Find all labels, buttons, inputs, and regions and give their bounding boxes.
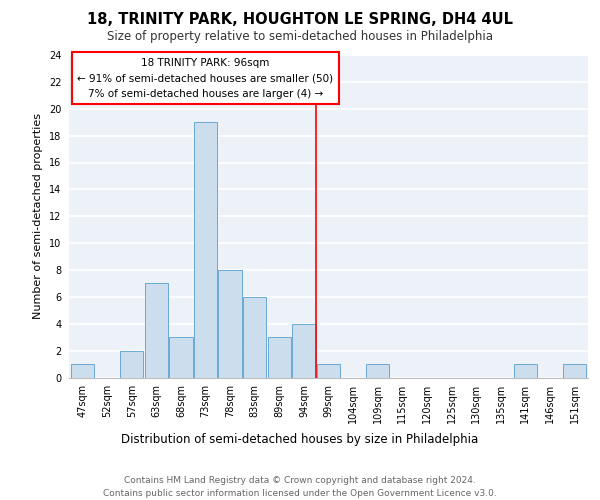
Bar	[145, 284, 168, 378]
Bar	[563, 364, 586, 378]
Text: 18, TRINITY PARK, HOUGHTON LE SPRING, DH4 4UL: 18, TRINITY PARK, HOUGHTON LE SPRING, DH…	[87, 12, 513, 28]
Bar	[268, 337, 291, 378]
Bar	[292, 324, 316, 378]
Text: Distribution of semi-detached houses by size in Philadelphia: Distribution of semi-detached houses by …	[121, 432, 479, 446]
Bar	[366, 364, 389, 378]
Text: 18 TRINITY PARK: 96sqm
← 91% of semi-detached houses are smaller (50)
7% of semi: 18 TRINITY PARK: 96sqm ← 91% of semi-det…	[77, 58, 334, 99]
Text: Contains HM Land Registry data © Crown copyright and database right 2024.
Contai: Contains HM Land Registry data © Crown c…	[103, 476, 497, 498]
Text: Size of property relative to semi-detached houses in Philadelphia: Size of property relative to semi-detach…	[107, 30, 493, 43]
Bar	[120, 350, 143, 378]
Bar	[243, 297, 266, 378]
Bar	[194, 122, 217, 378]
Bar	[169, 337, 193, 378]
Y-axis label: Number of semi-detached properties: Number of semi-detached properties	[34, 114, 43, 320]
Bar	[218, 270, 242, 378]
Bar	[71, 364, 94, 378]
Bar	[514, 364, 537, 378]
Bar	[317, 364, 340, 378]
